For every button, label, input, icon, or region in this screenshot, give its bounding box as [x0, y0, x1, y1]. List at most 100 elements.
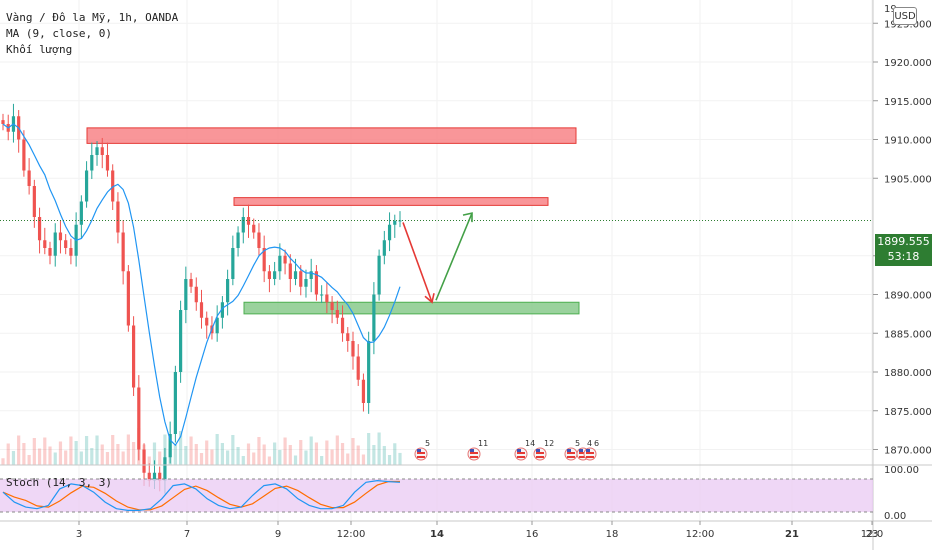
projection-arrows	[402, 212, 473, 304]
volume-bar	[372, 445, 376, 465]
candle-body	[320, 294, 324, 296]
volume-bar	[43, 437, 47, 465]
support-zone[interactable]	[243, 301, 580, 315]
last-price-tag: 1899.555 53:18	[875, 234, 932, 266]
volume-bar	[231, 435, 235, 465]
stoch-indicator-label[interactable]: Stoch (14, 3, 3)	[6, 476, 112, 489]
candle-body	[236, 232, 240, 248]
candle-body	[257, 232, 261, 248]
candlestick-series	[1, 103, 402, 494]
price-tick: 1890.000	[884, 291, 932, 302]
event-flag-icon[interactable]: 6	[583, 439, 599, 461]
event-count: 12	[544, 439, 554, 448]
event-flag-icon[interactable]: 14	[514, 439, 535, 461]
candle-body	[205, 317, 209, 326]
candle-body	[382, 240, 386, 256]
candle-body	[121, 232, 125, 272]
volume-bar	[320, 456, 324, 465]
volume-bar	[314, 442, 319, 465]
price-tick: 1880.000	[884, 368, 932, 379]
volume-bar	[246, 443, 251, 465]
volume-bar	[116, 444, 120, 465]
volume-bar	[37, 448, 42, 465]
volume-bars	[1, 428, 402, 465]
volume-bar	[111, 435, 115, 465]
volume-bar	[90, 448, 94, 465]
volume-bar	[257, 437, 261, 465]
volume-bar	[100, 444, 104, 465]
resistance-zone[interactable]	[233, 197, 549, 206]
price-tick: 1915.000	[884, 97, 932, 108]
candle-body	[199, 302, 204, 318]
candle-body	[377, 255, 381, 295]
ma-line	[2, 123, 401, 447]
candle-body	[351, 341, 355, 357]
time-tick: 23	[866, 529, 879, 540]
volume-bar	[121, 451, 125, 465]
volume-bar	[304, 450, 308, 465]
volume-bar	[194, 444, 198, 465]
volume-bar	[58, 441, 63, 465]
volume-bar	[267, 456, 272, 465]
candle-body	[252, 224, 256, 233]
arrow-up	[435, 212, 473, 301]
event-count: 11	[478, 439, 488, 448]
candle-body	[356, 356, 360, 380]
time-tick: 18	[606, 529, 619, 540]
price-tick: 1875.000	[884, 407, 932, 418]
candle-body	[262, 248, 266, 272]
volume-bar	[367, 433, 371, 465]
volume-bar	[382, 446, 386, 465]
event-count: 14	[525, 439, 535, 448]
event-flag-icon[interactable]: 12	[533, 439, 554, 461]
candle-body	[79, 201, 83, 225]
candle-body	[194, 286, 198, 303]
volume-bar	[226, 450, 230, 465]
candle-body	[131, 325, 136, 388]
price-tick: 1870.000	[884, 446, 932, 457]
volume-bar	[184, 446, 188, 465]
event-flag-icon[interactable]: 5	[414, 439, 430, 461]
candle-body	[53, 232, 57, 256]
candle-body	[346, 333, 350, 341]
symbol-title[interactable]: Vàng / Đô la Mỹ, 1h, OANDA	[6, 11, 179, 24]
candle-body	[314, 271, 319, 295]
event-count: 5	[575, 439, 580, 448]
candle-body	[158, 472, 162, 481]
event-flag-icon[interactable]: 11	[467, 439, 488, 461]
volume-bar	[398, 452, 402, 465]
resistance-zone[interactable]	[86, 127, 577, 144]
currency-button[interactable]: USD	[893, 7, 917, 25]
candle-body	[163, 457, 167, 481]
volume-bar	[95, 435, 99, 465]
arrow-down	[402, 222, 433, 303]
volume-bar	[84, 436, 89, 465]
candle-body	[48, 248, 52, 256]
time-tick: 16	[526, 529, 539, 540]
ma-indicator-label[interactable]: MA (9, close, 0)	[6, 27, 112, 40]
volume-bar	[158, 451, 162, 465]
volume-bar	[340, 443, 345, 465]
candle-body	[393, 220, 397, 225]
candle-body	[367, 341, 371, 403]
stoch-axis-0: 0.00	[884, 511, 906, 522]
candle-body	[69, 248, 73, 256]
volume-bar	[215, 434, 219, 465]
candle-body	[100, 147, 104, 155]
volume-bar	[6, 443, 10, 465]
candle-body	[293, 271, 298, 279]
volume-bar	[173, 445, 177, 465]
volume-bar	[309, 436, 313, 465]
candle-body	[147, 472, 151, 481]
candle-body	[304, 279, 308, 287]
event-flag-icon[interactable]: 5	[564, 439, 580, 461]
bar-countdown: 53:18	[887, 250, 920, 263]
volume-indicator-label[interactable]: Khối lượng	[6, 43, 73, 56]
stoch-k-line	[2, 479, 401, 511]
event-count: 6	[594, 439, 599, 448]
volume-bar	[299, 440, 303, 465]
time-tick: 12:00	[337, 529, 366, 540]
time-tick: 9	[275, 529, 281, 540]
